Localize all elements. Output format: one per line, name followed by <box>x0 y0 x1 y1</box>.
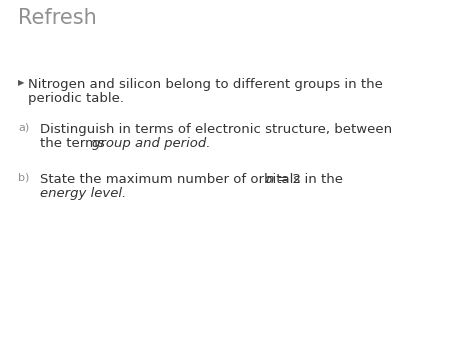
Text: energy level.: energy level. <box>40 187 126 200</box>
Text: = 2: = 2 <box>273 173 301 186</box>
Text: State the maximum number of orbitals in the: State the maximum number of orbitals in … <box>40 173 347 186</box>
Text: Distinguish in terms of electronic structure, between: Distinguish in terms of electronic struc… <box>40 123 392 136</box>
Text: periodic table.: periodic table. <box>28 92 124 105</box>
Text: ▶: ▶ <box>18 78 24 87</box>
Text: b): b) <box>18 173 29 183</box>
Text: n: n <box>266 173 274 186</box>
Text: a): a) <box>18 123 29 133</box>
Text: Refresh: Refresh <box>18 8 97 28</box>
Text: the terms: the terms <box>40 137 109 150</box>
Text: Nitrogen and silicon belong to different groups in the: Nitrogen and silicon belong to different… <box>28 78 383 91</box>
Text: group and period.: group and period. <box>92 137 211 150</box>
